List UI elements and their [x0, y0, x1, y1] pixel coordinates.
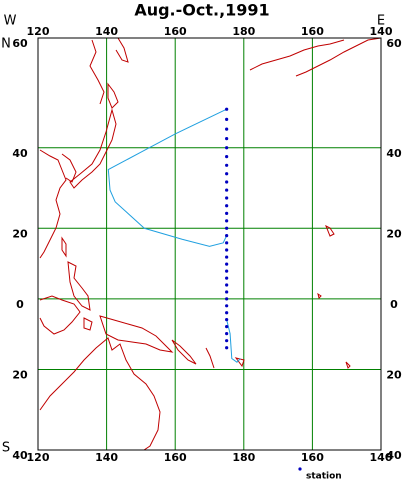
coastline [67, 261, 91, 311]
lat-tick-label: 0 [390, 298, 398, 311]
coastline [325, 224, 335, 237]
station [225, 196, 229, 200]
south-label: S [2, 441, 10, 456]
east-label: E [377, 14, 385, 29]
station [225, 339, 229, 343]
lon-tick-label: 120 [27, 451, 50, 464]
station [225, 332, 229, 336]
station [225, 219, 229, 223]
station [225, 241, 229, 245]
lat-tick-label: 40 [12, 449, 28, 462]
west-label: W [4, 14, 17, 29]
coastline [295, 37, 382, 77]
coastline [39, 295, 81, 335]
north-label: N [1, 37, 11, 52]
station [225, 226, 229, 230]
coastline [99, 315, 174, 353]
lon-tick-label: 160 [301, 451, 324, 464]
station [225, 146, 229, 150]
station [225, 248, 229, 252]
station [225, 204, 229, 208]
coastline [61, 236, 67, 258]
station [225, 136, 229, 141]
station [225, 325, 229, 329]
lon-tick-label: 160 [301, 25, 324, 38]
station [225, 276, 229, 280]
lat-tick-label: 20 [386, 227, 402, 240]
lat-tick-label: 60 [12, 37, 28, 50]
coastline [69, 108, 117, 189]
coastline [61, 153, 77, 183]
lon-tick-label: 160 [164, 25, 187, 38]
coastline [205, 347, 215, 369]
lon-tick-label: 180 [232, 25, 255, 38]
coastline [39, 337, 161, 451]
coastline [39, 149, 67, 259]
lon-tick-label: 140 [95, 451, 118, 464]
station [225, 304, 229, 308]
station [225, 346, 229, 350]
lat-tick-label: 0 [16, 298, 24, 311]
lat-tick-label: 40 [386, 449, 402, 462]
station [225, 172, 229, 176]
station [225, 297, 229, 301]
lon-tick-label: 140 [95, 25, 118, 38]
map-title: Aug.-Oct.,1991 [134, 1, 269, 20]
station [225, 155, 229, 159]
station [225, 233, 229, 238]
lon-tick-label: 180 [232, 451, 255, 464]
lat-tick-label: 20 [12, 368, 28, 381]
coastline [317, 292, 322, 299]
station [225, 318, 229, 322]
coastline [115, 37, 129, 63]
station [225, 283, 229, 287]
coastline [249, 39, 345, 71]
lat-tick-label: 60 [386, 37, 402, 50]
map-frame [37, 37, 382, 451]
station [225, 188, 229, 192]
station [225, 255, 229, 259]
lat-tick-label: 20 [12, 227, 28, 240]
coastline [107, 82, 119, 109]
station [225, 211, 229, 215]
coastlines [39, 37, 382, 451]
coastline [345, 361, 351, 369]
station [225, 262, 229, 266]
lat-tick-label: 40 [12, 147, 28, 160]
lon-tick-label: 120 [27, 25, 50, 38]
lat-tick-label: 40 [386, 147, 402, 160]
station [225, 107, 229, 111]
station [225, 311, 229, 315]
station [225, 290, 229, 294]
station [225, 269, 229, 273]
lon-tick-label: 140 [370, 25, 393, 38]
station [225, 117, 229, 121]
cruise-track [107, 108, 228, 247]
station [225, 180, 229, 184]
coastline [171, 339, 197, 365]
legend-label: station [306, 472, 342, 480]
coastline [83, 317, 93, 331]
legend-marker [298, 467, 302, 471]
cruise-track [226, 319, 241, 363]
station [225, 127, 229, 131]
lon-tick-label: 140 [370, 451, 393, 464]
lat-tick-label: 20 [386, 368, 402, 381]
station [225, 163, 229, 167]
coastline [89, 39, 105, 105]
lon-tick-label: 160 [164, 451, 187, 464]
